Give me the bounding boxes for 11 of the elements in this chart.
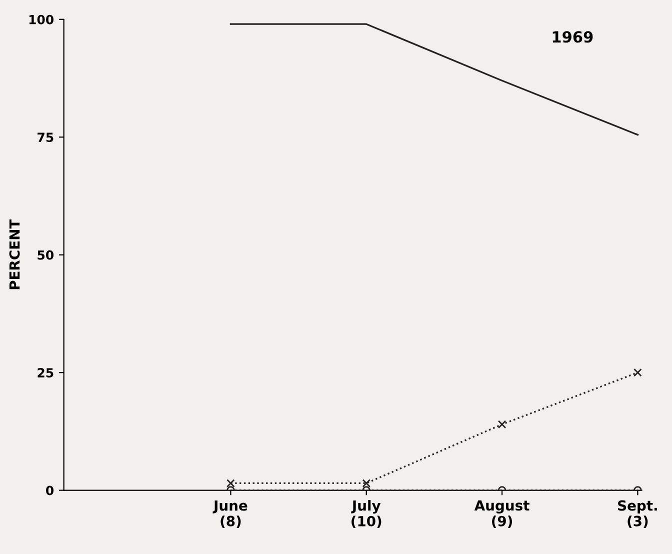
x-tick-label: July (10) xyxy=(351,500,382,528)
x-tick-label: Sept. (3) xyxy=(618,500,657,528)
x-tick-label: August (9) xyxy=(474,500,530,528)
y-tick-label: 50 xyxy=(38,250,54,260)
y-axis-title: PERCENT xyxy=(9,219,20,290)
y-tick-label: 0 xyxy=(46,486,54,496)
x-tick-label: June (8) xyxy=(212,500,248,528)
annotation: 1969 xyxy=(552,31,593,43)
y-tick-label: 75 xyxy=(38,132,54,142)
y-tick-label: 25 xyxy=(38,368,54,378)
y-tick-label: 100 xyxy=(29,14,54,24)
